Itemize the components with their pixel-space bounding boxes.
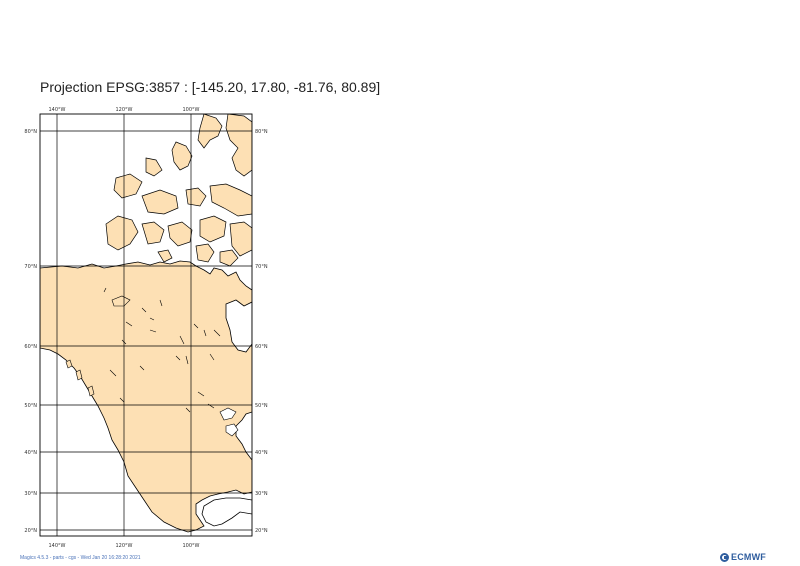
footer-credit: Magics 4.5.3 - parts - cgs - Wed Jan 20 … (20, 555, 141, 561)
ecmwf-logo-text: ECMWF (731, 552, 766, 562)
latitude-label-right: 80°N (255, 129, 268, 135)
latitude-label-right: 60°N (255, 344, 268, 350)
latitude-label-left: 50°N (24, 403, 37, 409)
longitude-label-top: 120°W (116, 107, 133, 113)
latitude-label-left: 80°N (24, 129, 37, 135)
arctic-islands (105, 114, 252, 267)
hudson-bay-water (225, 299, 252, 353)
latitude-label-left: 40°N (24, 450, 37, 456)
latitude-label-left: 30°N (24, 491, 37, 497)
inland-lakes (103, 287, 221, 413)
latitude-label-left: 70°N (24, 264, 37, 270)
longitude-label-bottom: 100°W (183, 543, 200, 549)
latitude-label-right: 40°N (255, 450, 268, 456)
latitude-label-right: 20°N (255, 528, 268, 534)
great-lakes-water (219, 407, 239, 437)
latitude-label-left: 20°N (24, 528, 37, 534)
longitude-label-bottom: 120°W (116, 543, 133, 549)
ecmwf-logo-icon (720, 552, 729, 562)
latitude-label-right: 30°N (255, 491, 268, 497)
latitude-label-right: 70°N (255, 264, 268, 270)
longitude-label-bottom: 140°W (49, 543, 66, 549)
land-layer (40, 114, 252, 533)
longitude-label-top: 100°W (183, 107, 200, 113)
pacific-islands (65, 359, 95, 397)
latitude-label-left: 60°N (24, 344, 37, 350)
gulf-water (201, 497, 252, 527)
map-title: Projection EPSG:3857 : [-145.20, 17.80, … (40, 79, 381, 95)
latitude-label-right: 50°N (255, 403, 268, 409)
graticule (40, 114, 252, 536)
continent-landmass (40, 260, 252, 533)
longitude-label-top: 140°W (49, 107, 66, 113)
graticule-labels: 140°W 140°W 120°W 120°W 100°W 100°W 80°N 80°N 70… (24, 107, 267, 549)
map-frame (39, 113, 253, 537)
ecmwf-logo: ECMWF (720, 552, 766, 562)
